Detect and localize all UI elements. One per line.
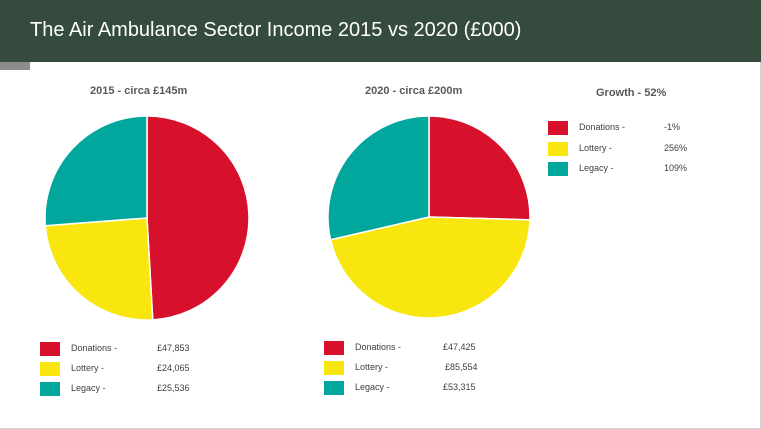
- legend-value-legacy: £25,536: [157, 383, 190, 393]
- legend-label-lottery: Lottery -: [71, 363, 105, 373]
- growth-title: Growth - 52%: [596, 87, 667, 99]
- pie-slice-legacy: [44, 115, 148, 227]
- pie-slice-lottery: [329, 216, 531, 319]
- legend-swatch-legacy: [324, 381, 344, 395]
- pie-slice-donations: [428, 115, 531, 221]
- pie-slice-donations: [146, 115, 250, 321]
- header-accent-bar: [0, 62, 30, 70]
- page-title: The Air Ambulance Sector Income 2015 vs …: [30, 19, 522, 41]
- growth-label-legacy: Legacy -: [579, 163, 614, 173]
- legend-label-legacy: Legacy -: [355, 382, 390, 392]
- legend-swatch-donations: [40, 342, 60, 356]
- growth-value-donations: -1%: [664, 122, 681, 132]
- legend-swatch-donations: [324, 341, 344, 355]
- legend-value-donations: £47,853: [157, 343, 190, 353]
- pie-chart-2020: [327, 115, 531, 319]
- growth-value-lottery: 256%: [664, 143, 688, 153]
- legend-swatch-lottery: [324, 361, 344, 375]
- legend-swatch-legacy: [40, 382, 60, 396]
- legend-value-lottery: £85,554: [445, 362, 478, 372]
- growth-swatch-legacy: [548, 162, 568, 176]
- chart-2015-title: 2015 - circa £145m: [90, 85, 188, 97]
- growth-label-donations: Donations -: [579, 122, 626, 132]
- growth-value-legacy: 109%: [664, 163, 688, 173]
- legend-label-lottery: Lottery -: [355, 362, 389, 372]
- growth-swatch-lottery: [548, 142, 568, 156]
- chart-2020-title: 2020 - circa £200m: [365, 85, 463, 97]
- legend-value-lottery: £24,065: [157, 363, 190, 373]
- growth-swatch-donations: [548, 121, 568, 135]
- pie-slice-legacy: [327, 115, 430, 241]
- pie-chart-2015: [44, 115, 250, 321]
- growth-label-lottery: Lottery -: [579, 143, 613, 153]
- legend-label-legacy: Legacy -: [71, 383, 106, 393]
- legend-swatch-lottery: [40, 362, 60, 376]
- legend-value-donations: £47,425: [443, 342, 476, 352]
- legend-label-donations: Donations -: [71, 343, 118, 353]
- legend-value-legacy: £53,315: [443, 382, 476, 392]
- header-bar: The Air Ambulance Sector Income 2015 vs …: [0, 0, 761, 62]
- legend-label-donations: Donations -: [355, 342, 402, 352]
- pie-slice-lottery: [44, 217, 154, 321]
